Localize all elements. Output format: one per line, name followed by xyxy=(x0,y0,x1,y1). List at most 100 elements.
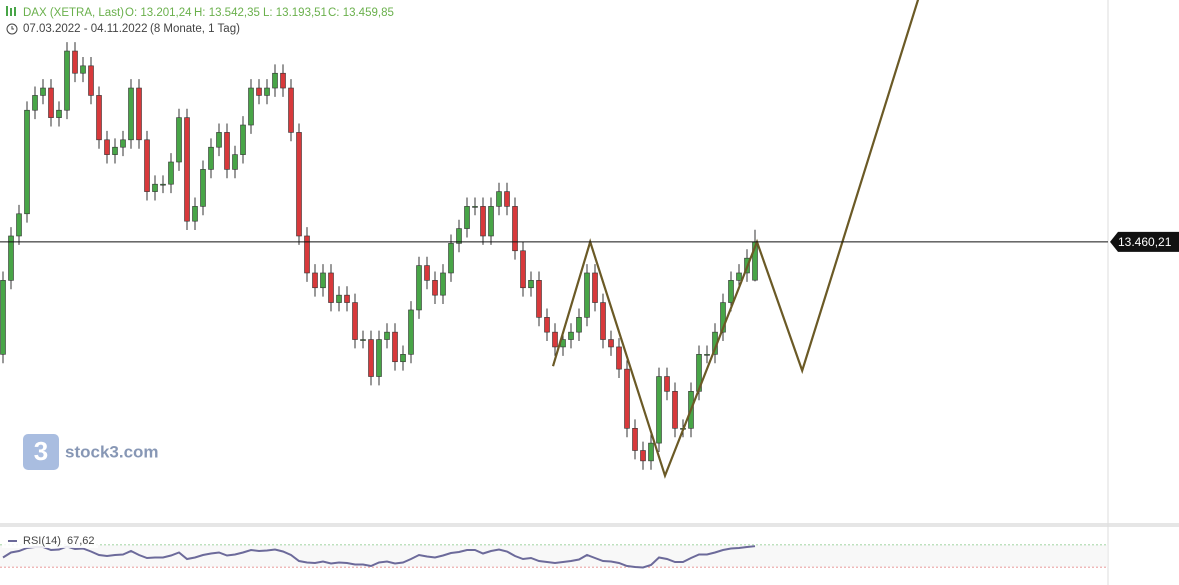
period: (8 Monate, 1 Tag) xyxy=(150,23,240,35)
axis: 13.460,21 RSI(14) 67,62 xyxy=(0,231,1179,548)
candle-body xyxy=(552,331,558,348)
candle-body xyxy=(224,132,230,170)
candle-body xyxy=(672,391,678,429)
candle-body xyxy=(600,302,606,340)
candle-body xyxy=(200,169,206,207)
candle-body xyxy=(400,354,406,363)
candle-body xyxy=(632,428,638,451)
candle-body xyxy=(376,339,382,377)
candle-body xyxy=(248,87,254,126)
candle-body xyxy=(360,339,366,341)
candle-body xyxy=(88,65,94,96)
candle-body xyxy=(8,235,14,281)
candle-body xyxy=(208,146,214,170)
candle-body xyxy=(424,265,430,281)
candle-body xyxy=(720,302,726,333)
candle-body xyxy=(392,331,398,363)
ohlc-label: O: 13.201,24 xyxy=(125,7,192,19)
candle-body xyxy=(408,309,414,355)
candle-body xyxy=(704,354,710,356)
last-price-label: 13.460,21 xyxy=(1118,235,1172,249)
candle-body xyxy=(56,109,62,118)
candle-body xyxy=(456,228,462,244)
candle-body xyxy=(120,139,126,148)
candle-body xyxy=(216,132,222,148)
candle-body xyxy=(272,72,278,89)
candle-body xyxy=(520,250,526,289)
candle-body xyxy=(352,302,358,340)
candle-body xyxy=(648,442,654,462)
candle-body xyxy=(128,87,134,141)
icon xyxy=(6,6,8,16)
candle-body xyxy=(616,346,622,370)
candle-body xyxy=(504,191,510,207)
candle-body xyxy=(576,317,582,333)
panel-separator xyxy=(0,523,1179,527)
ohlc-label: L: 13.193,51 xyxy=(263,7,327,19)
candle-body xyxy=(656,376,662,444)
candle-body xyxy=(480,206,486,237)
logo-icon-text: 3 xyxy=(34,436,48,466)
date-range: 07.03.2022 - 04.11.2022 xyxy=(23,23,147,35)
candle-body xyxy=(728,280,734,303)
logo: 3 stock3.com xyxy=(23,434,159,470)
candle-body xyxy=(232,154,238,170)
candle-body xyxy=(464,206,470,229)
candle-body xyxy=(336,294,342,303)
candle-body xyxy=(528,280,534,289)
candle-body xyxy=(488,206,494,237)
candle-body xyxy=(160,183,166,186)
candle-body xyxy=(144,139,150,192)
candle-body xyxy=(304,235,310,274)
candle-body xyxy=(280,72,286,89)
candles xyxy=(0,42,758,470)
rsi-legend-name: RSI(14) xyxy=(23,535,61,547)
candle-body xyxy=(32,95,38,111)
candle-body xyxy=(568,331,574,340)
rsi-panel xyxy=(0,544,1108,569)
chart-title: DAX (XETRA, Last) xyxy=(23,7,124,19)
candle-body xyxy=(264,87,270,96)
candle-body xyxy=(608,339,614,348)
candle-body xyxy=(624,368,630,429)
candle-body xyxy=(104,139,110,155)
candle-body xyxy=(448,243,454,274)
candle-body xyxy=(584,272,590,318)
icon xyxy=(10,8,12,16)
candle-body xyxy=(240,124,246,155)
candle-body xyxy=(592,272,598,303)
rsi-line xyxy=(2,545,756,569)
logo-icon xyxy=(23,434,59,470)
candle-body xyxy=(80,65,86,74)
candle-body xyxy=(48,87,54,118)
candle-body xyxy=(72,50,78,74)
pattern-line xyxy=(551,0,920,479)
candle-body xyxy=(136,87,142,141)
candle-body xyxy=(256,87,262,96)
candle-body xyxy=(544,317,550,333)
candle-body xyxy=(496,191,502,207)
candle-body xyxy=(472,206,478,208)
candle-body xyxy=(368,339,374,377)
candle-body xyxy=(176,117,182,163)
icon xyxy=(14,7,16,16)
candle-body xyxy=(328,272,334,303)
candle-body xyxy=(736,272,742,281)
candle-body xyxy=(416,265,422,311)
ohlc-label: H: 13.542,35 xyxy=(194,7,260,19)
candle-body xyxy=(192,206,198,222)
candle-body xyxy=(344,294,350,303)
ohlc-label: C: 13.459,85 xyxy=(328,7,394,19)
candle-body xyxy=(112,146,118,155)
candle-body xyxy=(296,132,302,237)
candle-body xyxy=(440,272,446,296)
candle-body xyxy=(312,272,318,289)
candle-body xyxy=(168,161,174,185)
candle-body xyxy=(288,87,294,133)
candle-body xyxy=(152,183,158,192)
candle-body xyxy=(432,280,438,296)
candle-body xyxy=(184,117,190,222)
rsi-legend-bg xyxy=(2,533,98,548)
candle-body xyxy=(320,272,326,289)
